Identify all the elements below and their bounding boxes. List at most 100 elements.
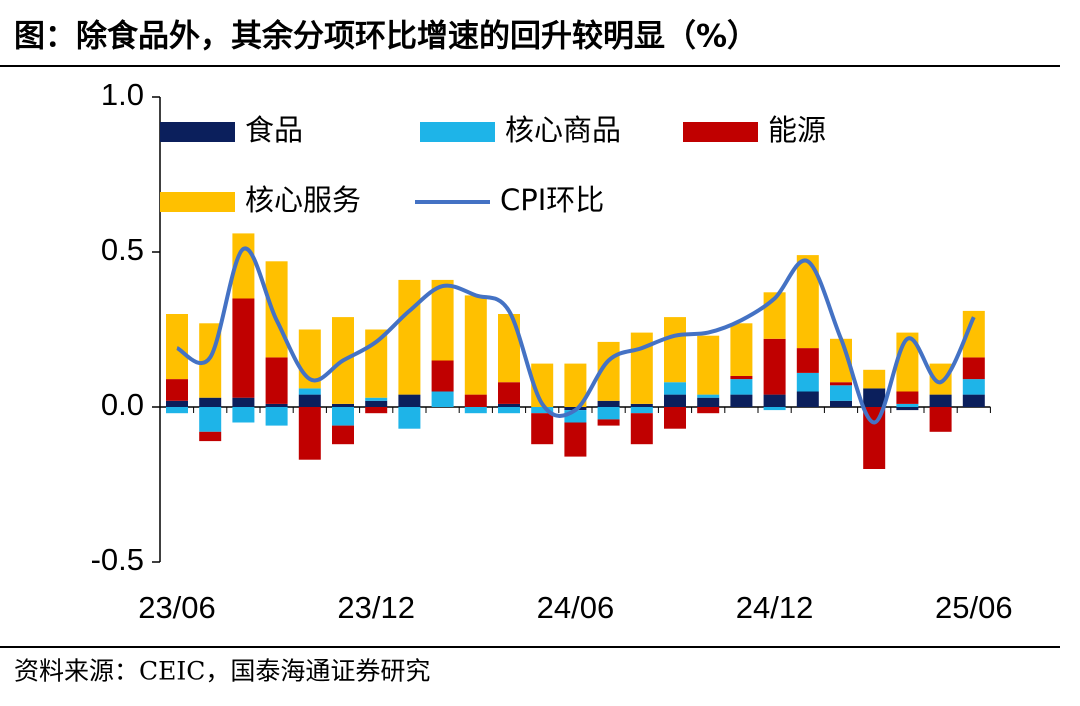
bar-segment	[796, 255, 819, 349]
bar-segment	[863, 388, 886, 407]
bar-segment	[630, 413, 653, 445]
bar-segment	[730, 376, 753, 380]
bar-segment	[896, 403, 919, 407]
bar-segment	[199, 407, 222, 432]
bar-segment	[830, 400, 852, 407]
bar-segment	[796, 372, 819, 392]
bar-segment	[763, 394, 786, 407]
x-tick-label: 25/06	[935, 590, 1013, 625]
bar-segment	[664, 382, 686, 395]
legend-label: 核心商品	[505, 113, 621, 147]
bar-segment	[863, 407, 886, 469]
bar-segment	[365, 407, 388, 414]
legend-label: 核心服务	[245, 183, 361, 217]
y-tick-label: 0.5	[101, 232, 144, 267]
legend-swatch	[160, 122, 235, 142]
bar-segment	[664, 407, 686, 429]
bar-segment	[697, 394, 720, 398]
bar-segment	[962, 357, 985, 380]
bar-segment	[166, 314, 188, 380]
bar-segment	[962, 310, 985, 358]
bar-segment	[796, 391, 819, 407]
source: 资料来源：CEIC，国泰海通证券研究	[14, 657, 430, 686]
bar-segment	[298, 388, 321, 395]
bar-segment	[630, 403, 653, 407]
bar-segment	[232, 407, 255, 423]
bar-segment	[365, 397, 388, 401]
x-tick-label: 24/12	[736, 590, 814, 625]
legend-label: 食品	[245, 113, 303, 147]
y-tick-label: 1.0	[101, 77, 144, 112]
bar-segment	[697, 335, 720, 395]
bar-segment	[697, 397, 720, 407]
bar-segment	[498, 403, 520, 407]
bar-segment	[597, 407, 620, 420]
bar-segment	[796, 348, 819, 373]
bar-segment	[730, 323, 753, 376]
bar-segment	[199, 431, 222, 442]
bar-segment	[232, 298, 255, 398]
x-tick-label: 23/06	[138, 590, 216, 625]
bar-segment	[929, 407, 952, 432]
bar-segment	[863, 369, 886, 389]
legend-swatch	[683, 122, 758, 142]
bar-segment	[763, 338, 786, 395]
bar-segment	[597, 419, 620, 426]
bar-segment	[597, 400, 620, 407]
chart-title: 图：除食品外，其余分项环比增速的回升较明显（%）	[14, 19, 758, 55]
legend-swatch	[160, 192, 235, 212]
bar-segment	[498, 407, 520, 414]
bar-segment	[929, 363, 952, 395]
bar-segment	[929, 394, 952, 407]
bar-segment	[896, 407, 919, 411]
y-tick-label: -0.5	[91, 542, 144, 577]
bar-segment	[265, 357, 288, 404]
legend-label: 能源	[768, 113, 826, 147]
bar-segment	[664, 317, 686, 383]
bar-segment	[398, 279, 421, 395]
bar-segment	[962, 394, 985, 407]
bar-segment	[464, 295, 487, 395]
bar-segment	[464, 407, 487, 414]
bar-segment	[332, 407, 354, 426]
bar-segment	[265, 407, 288, 426]
bar-segment	[332, 403, 354, 407]
bar-segment	[431, 279, 454, 361]
legend-label: CPI环比	[500, 183, 604, 217]
bar-segment	[166, 379, 188, 401]
bar-segment	[265, 261, 288, 358]
x-tick-label: 23/12	[337, 590, 415, 625]
bar-segment	[332, 425, 354, 445]
bar-segment	[896, 391, 919, 404]
bar-segment	[830, 382, 852, 386]
bar-segment	[166, 400, 188, 407]
bar-segment	[265, 403, 288, 407]
bar-segment	[730, 394, 753, 407]
bar-segment	[531, 413, 554, 445]
bar-segment	[630, 407, 653, 414]
bar-segment	[431, 391, 454, 407]
y-tick-label: 0.0	[101, 387, 144, 422]
bar-segment	[166, 407, 188, 414]
bar-segment	[664, 394, 686, 407]
bar-segment	[830, 385, 852, 401]
bar-segment	[298, 407, 321, 460]
bar-segment	[232, 397, 255, 407]
cpi-line	[175, 246, 976, 425]
bar-segment	[365, 400, 388, 407]
bar-segment	[962, 379, 985, 395]
bar-segment	[498, 314, 520, 383]
bar-segment	[431, 360, 454, 392]
bar-segment	[398, 407, 421, 429]
bar-segment	[730, 379, 753, 395]
bar-segment	[398, 394, 421, 407]
bar-segment	[498, 382, 520, 404]
bar-segment	[464, 394, 487, 407]
bar-segment	[763, 407, 786, 411]
legend-swatch	[420, 122, 495, 142]
bar-segment	[298, 394, 321, 407]
bar-segment	[564, 363, 587, 407]
bar-segment	[531, 407, 554, 414]
bar-segment	[697, 407, 720, 414]
